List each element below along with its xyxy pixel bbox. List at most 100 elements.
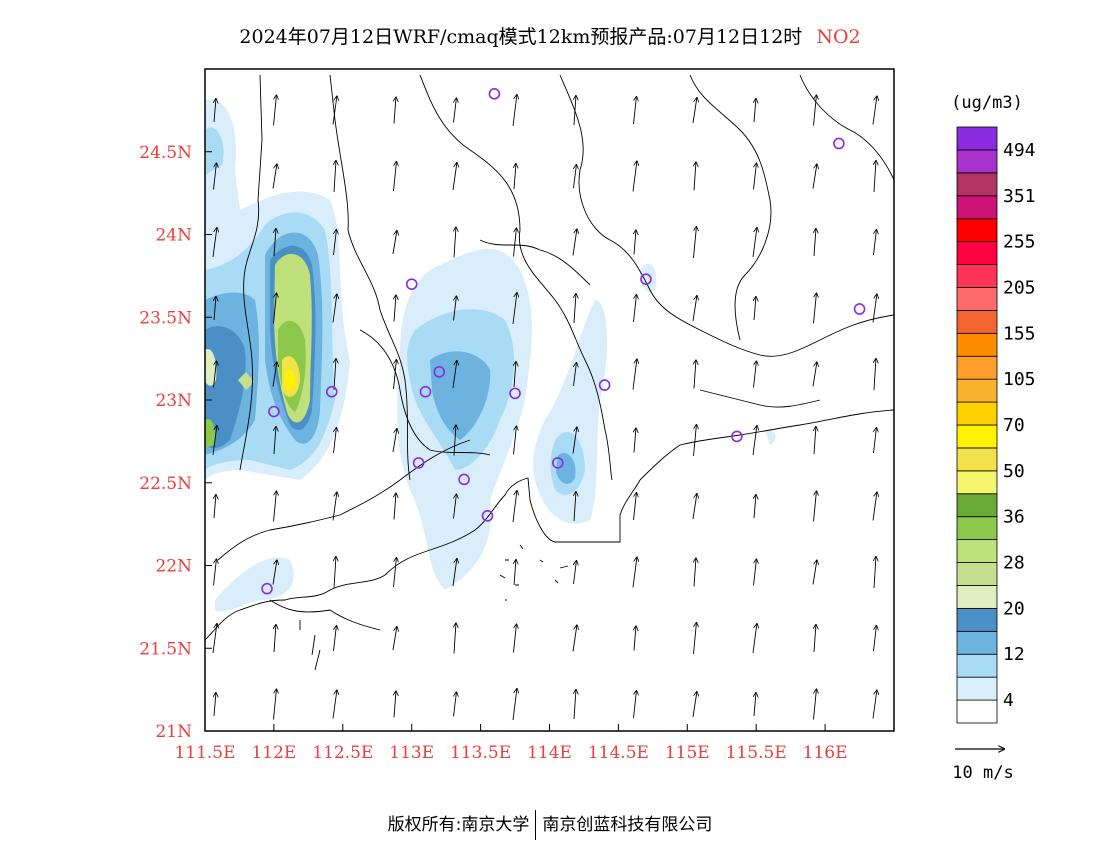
wind-arrow bbox=[692, 295, 697, 322]
wind-arrow bbox=[333, 229, 337, 256]
wind-arrow bbox=[214, 296, 216, 321]
wind-arrow bbox=[213, 163, 217, 190]
station-marker bbox=[488, 88, 501, 100]
wind-arrow bbox=[754, 98, 756, 123]
wind-arrow bbox=[573, 560, 577, 585]
wind-arrow bbox=[272, 164, 277, 189]
wind-arrow bbox=[514, 163, 516, 190]
wind-arrow bbox=[752, 623, 757, 654]
colorbar-label: 36 bbox=[1003, 507, 1025, 528]
wind-arrow bbox=[634, 428, 636, 453]
wind-arrow bbox=[633, 492, 637, 521]
wind-arrow bbox=[693, 622, 697, 655]
wind-arrow bbox=[273, 95, 277, 126]
wind-arrow bbox=[454, 623, 456, 654]
wind-arrow bbox=[272, 362, 277, 387]
x-tick-label: 112.5E bbox=[312, 743, 373, 763]
colorbar-swatch bbox=[956, 287, 998, 311]
wind-arrow bbox=[394, 97, 396, 124]
wind-arrow bbox=[574, 689, 576, 720]
credit-right: 南京创蓝科技有限公司 bbox=[542, 815, 713, 835]
wind-arrow bbox=[814, 228, 816, 257]
monitor-stations bbox=[261, 88, 866, 595]
wind-arrow bbox=[514, 361, 516, 388]
wind-arrow bbox=[753, 361, 757, 388]
wind-arrow bbox=[452, 162, 457, 191]
no2-concentration-field bbox=[205, 99, 776, 612]
station-marker bbox=[481, 510, 494, 522]
colorbar-label: 70 bbox=[1003, 415, 1025, 436]
wind-arrow bbox=[394, 295, 396, 322]
y-tick-label: 22N bbox=[155, 557, 192, 577]
wind-arrow bbox=[332, 96, 337, 125]
wind-arrow bbox=[453, 98, 457, 123]
wind-arrow bbox=[334, 556, 336, 589]
copyright-footer: 版权所有:南京大学 南京创蓝科技有限公司 bbox=[0, 810, 1100, 840]
y-tick-label: 22.5N bbox=[139, 474, 192, 494]
wind-arrow bbox=[513, 228, 517, 257]
wind-arrow bbox=[214, 692, 216, 717]
station-marker bbox=[853, 303, 866, 315]
wind-arrow bbox=[514, 757, 516, 783]
colorbar-swatch bbox=[956, 241, 998, 265]
wind-arrow bbox=[393, 161, 397, 192]
colorbar-swatch bbox=[956, 585, 998, 609]
colorbar-label: 50 bbox=[1003, 461, 1025, 482]
colorbar-label: 105 bbox=[1003, 369, 1036, 390]
wind-arrow bbox=[754, 494, 756, 519]
wind-arrow bbox=[874, 160, 876, 193]
wind-arrow bbox=[213, 559, 217, 586]
y-tick-label: 23N bbox=[155, 391, 192, 411]
wind-arrow bbox=[214, 494, 216, 519]
colorbar-swatch bbox=[956, 630, 998, 655]
wind-arrow bbox=[274, 624, 276, 653]
wind-arrow bbox=[333, 427, 337, 454]
wind-arrow bbox=[392, 428, 397, 453]
colorbar-label: 12 bbox=[1003, 644, 1025, 665]
x-tick-label: 114E bbox=[527, 743, 572, 763]
colorbar-swatch bbox=[956, 195, 998, 220]
wind-arrow bbox=[813, 689, 817, 720]
title-main: 2024年07月12日WRF/cmaq模式12km预报产品:07月12日12时 bbox=[239, 26, 803, 48]
wind-arrow bbox=[634, 230, 636, 255]
wind-arrow bbox=[572, 625, 577, 652]
wind-arrow bbox=[573, 164, 577, 189]
colorbar-label: 351 bbox=[1003, 186, 1036, 207]
wind-arrow bbox=[813, 491, 817, 522]
wind-arrow bbox=[814, 624, 816, 653]
wind-arrow bbox=[393, 359, 397, 390]
wind-arrow bbox=[332, 492, 337, 521]
colorbar-swatch bbox=[956, 401, 998, 426]
wind-arrow bbox=[633, 690, 637, 719]
map-boundaries bbox=[205, 74, 894, 671]
wind-arrow bbox=[212, 425, 217, 456]
wind-arrow bbox=[872, 690, 877, 719]
wind-arrow bbox=[573, 362, 577, 387]
wind-arrow bbox=[632, 161, 637, 192]
wind-arrow bbox=[813, 95, 817, 126]
wind-arrow bbox=[873, 229, 877, 256]
wind-arrow bbox=[512, 688, 517, 721]
colorbar-swatch bbox=[956, 539, 998, 563]
wind-reference-label: 10 m/s bbox=[952, 763, 1013, 783]
colorbar-swatch bbox=[956, 516, 998, 541]
wind-arrow bbox=[273, 293, 277, 324]
colorbar-swatch bbox=[956, 653, 998, 678]
wind-arrow bbox=[332, 690, 337, 719]
station-marker bbox=[261, 582, 273, 595]
colorbar-swatch bbox=[956, 172, 998, 197]
station-marker bbox=[433, 366, 446, 378]
x-tick-label: 115E bbox=[665, 743, 710, 763]
wind-arrow bbox=[813, 293, 817, 324]
colorbar-swatch bbox=[956, 562, 998, 586]
legend-unit: (ug/m3) bbox=[951, 93, 1023, 113]
wind-arrow bbox=[453, 494, 457, 519]
wind-arrow bbox=[274, 426, 276, 455]
title-species: NO2 bbox=[816, 26, 861, 48]
station-marker bbox=[412, 457, 425, 469]
wind-arrow bbox=[512, 490, 517, 523]
colorbar-swatch bbox=[956, 126, 998, 151]
station-marker bbox=[419, 385, 432, 398]
x-tick-label: 113.5E bbox=[450, 743, 511, 763]
